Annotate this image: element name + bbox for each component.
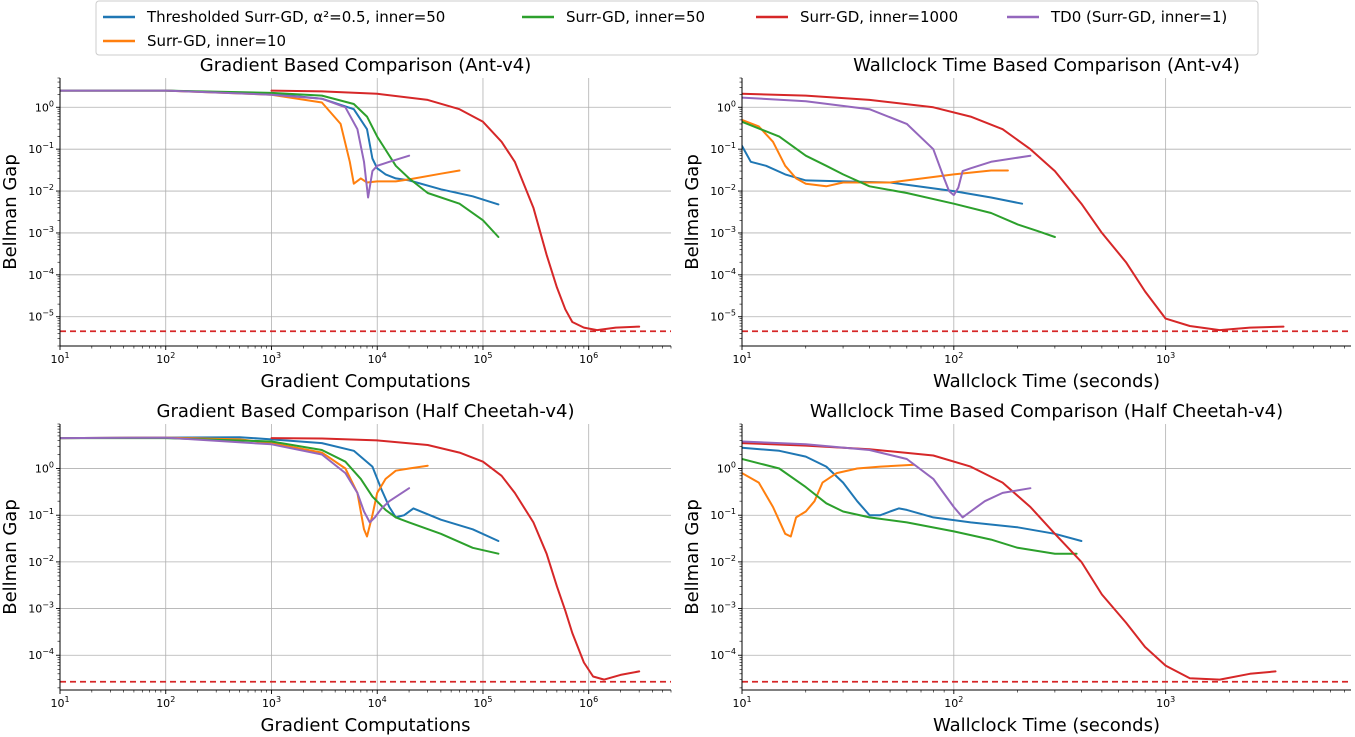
y-tick-label: 10−3	[710, 225, 736, 240]
x-tick-label: 101	[50, 695, 69, 710]
x-tick-label: 103	[1156, 695, 1175, 710]
legend-entry-s10: Surr-GD, inner=10	[103, 32, 286, 50]
panel-1: 101 102 103 104 105 106 10−5 10−4 10−3 10−2 10−1 10…	[0, 55, 672, 392]
y-axis-label: Bellman Gap	[682, 499, 703, 615]
x-axis-label: Gradient Computations	[261, 371, 471, 392]
series-line-s50	[742, 458, 1078, 555]
legend-label: Thresholded Surr-GD, α²=0.5, inner=50	[146, 8, 445, 26]
y-tick-label: 100	[35, 99, 54, 114]
panel-2: 101 102 103 10−5 10−4 10−3 10−2 10−1 100 Wallcloc…	[682, 55, 1351, 392]
series-line-s10	[742, 118, 1009, 188]
series-line-s1000	[270, 89, 641, 332]
y-tick-label: 10−5	[710, 309, 736, 324]
x-tick-label: 101	[732, 695, 751, 710]
x-tick-label: 101	[50, 351, 69, 366]
y-tick-label: 10−1	[28, 141, 54, 156]
panel-title: Gradient Based Comparison (Ant-v4)	[200, 55, 531, 76]
x-tick-label: 106	[579, 351, 598, 366]
series-group	[60, 89, 641, 332]
y-tick-label: 10−3	[28, 225, 54, 240]
legend-label: Surr-GD, inner=10	[147, 32, 286, 50]
series-group	[742, 440, 1277, 681]
x-tick-label: 104	[368, 351, 387, 366]
panel-3: 101 102 103 104 105 106 10−4 10−3 10−2 10−1 100 Gra…	[0, 401, 672, 736]
panel-title: Gradient Based Comparison (Half Cheetah-…	[157, 401, 575, 422]
series-line-thr	[60, 436, 500, 542]
series-line-s1000	[742, 92, 1285, 332]
y-tick-label: 100	[35, 461, 54, 476]
x-tick-label: 102	[156, 695, 175, 710]
series-line-s50	[742, 120, 1056, 238]
x-axis-label: Gradient Computations	[261, 715, 471, 736]
y-axis-label: Bellman Gap	[0, 499, 21, 615]
y-tick-label: 100	[717, 461, 736, 476]
y-tick-label: 10−4	[28, 267, 54, 282]
y-tick-label: 10−4	[28, 647, 54, 662]
series-line-s10	[60, 436, 429, 538]
legend-entry-s50: Surr-GD, inner=50	[522, 8, 705, 26]
y-axis-label: Bellman Gap	[682, 154, 703, 270]
x-tick-label: 103	[262, 351, 281, 366]
y-tick-label: 10−1	[28, 507, 54, 522]
y-tick-label: 10−3	[28, 601, 54, 616]
series-line-thr	[742, 144, 1024, 205]
x-tick-label: 105	[473, 695, 492, 710]
x-tick-label: 104	[368, 695, 387, 710]
x-tick-label: 105	[473, 351, 492, 366]
series-line-thr	[742, 446, 1083, 542]
legend-entry-s1000: Surr-GD, inner=1000	[756, 8, 958, 26]
series-group	[742, 92, 1285, 332]
y-tick-label: 10−4	[710, 267, 736, 282]
series-line-td0	[60, 436, 411, 524]
y-axis-label: Bellman Gap	[0, 154, 21, 270]
panel-4: 101 102 103 10−4 10−3 10−2 10−1 100 Wallclock Ti…	[682, 401, 1351, 736]
x-tick-label: 102	[156, 351, 175, 366]
x-tick-label: 102	[944, 695, 963, 710]
chart-panels: 101 102 103 104 105 10610−510−410−310−210−110…	[0, 55, 1351, 736]
series-line-s50	[60, 89, 500, 238]
legend-entry-thr: Thresholded Surr-GD, α²=0.5, inner=50	[103, 8, 445, 26]
series-line-td0	[742, 440, 1032, 519]
legend-frame	[95, 0, 1259, 56]
x-tick-label: 102	[944, 351, 963, 366]
series-line-s1000	[742, 442, 1277, 681]
series-group	[60, 436, 641, 681]
x-axis-label: Wallclock Time (seconds)	[933, 715, 1160, 736]
y-tick-label: 10−1	[710, 141, 736, 156]
y-tick-label: 100	[717, 99, 736, 114]
panel-title: Wallclock Time Based Comparison (Half Ch…	[810, 401, 1283, 422]
legend-entry-td0: TD0 (Surr-GD, inner=1)	[1007, 8, 1227, 26]
y-tick-label: 10−4	[710, 647, 736, 662]
series-line-s10	[742, 463, 916, 538]
x-axis-label: Wallclock Time (seconds)	[933, 371, 1160, 392]
x-tick-label: 103	[262, 695, 281, 710]
x-tick-label: 101	[732, 351, 751, 366]
y-tick-label: 10−2	[710, 183, 736, 198]
series-line-td0	[742, 96, 1032, 197]
legend-label: TD0 (Surr-GD, inner=1)	[1050, 8, 1227, 26]
legend: Thresholded Surr-GD, α²=0.5, inner=50 Sur…	[95, 0, 1259, 56]
y-tick-label: 10−2	[710, 554, 736, 569]
y-tick-label: 10−5	[28, 309, 54, 324]
y-tick-label: 10−3	[710, 601, 736, 616]
y-tick-label: 10−1	[710, 507, 736, 522]
series-line-s50	[60, 437, 500, 555]
legend-label: Surr-GD, inner=50	[566, 8, 705, 26]
y-tick-label: 10−2	[28, 554, 54, 569]
series-line-s1000	[270, 437, 641, 681]
x-tick-label: 103	[1156, 351, 1175, 366]
series-line-td0	[60, 89, 411, 199]
panel-title: Wallclock Time Based Comparison (Ant-v4)	[853, 55, 1240, 76]
x-tick-label: 106	[579, 695, 598, 710]
y-tick-label: 10−2	[28, 183, 54, 198]
legend-label: Surr-GD, inner=1000	[800, 8, 958, 26]
